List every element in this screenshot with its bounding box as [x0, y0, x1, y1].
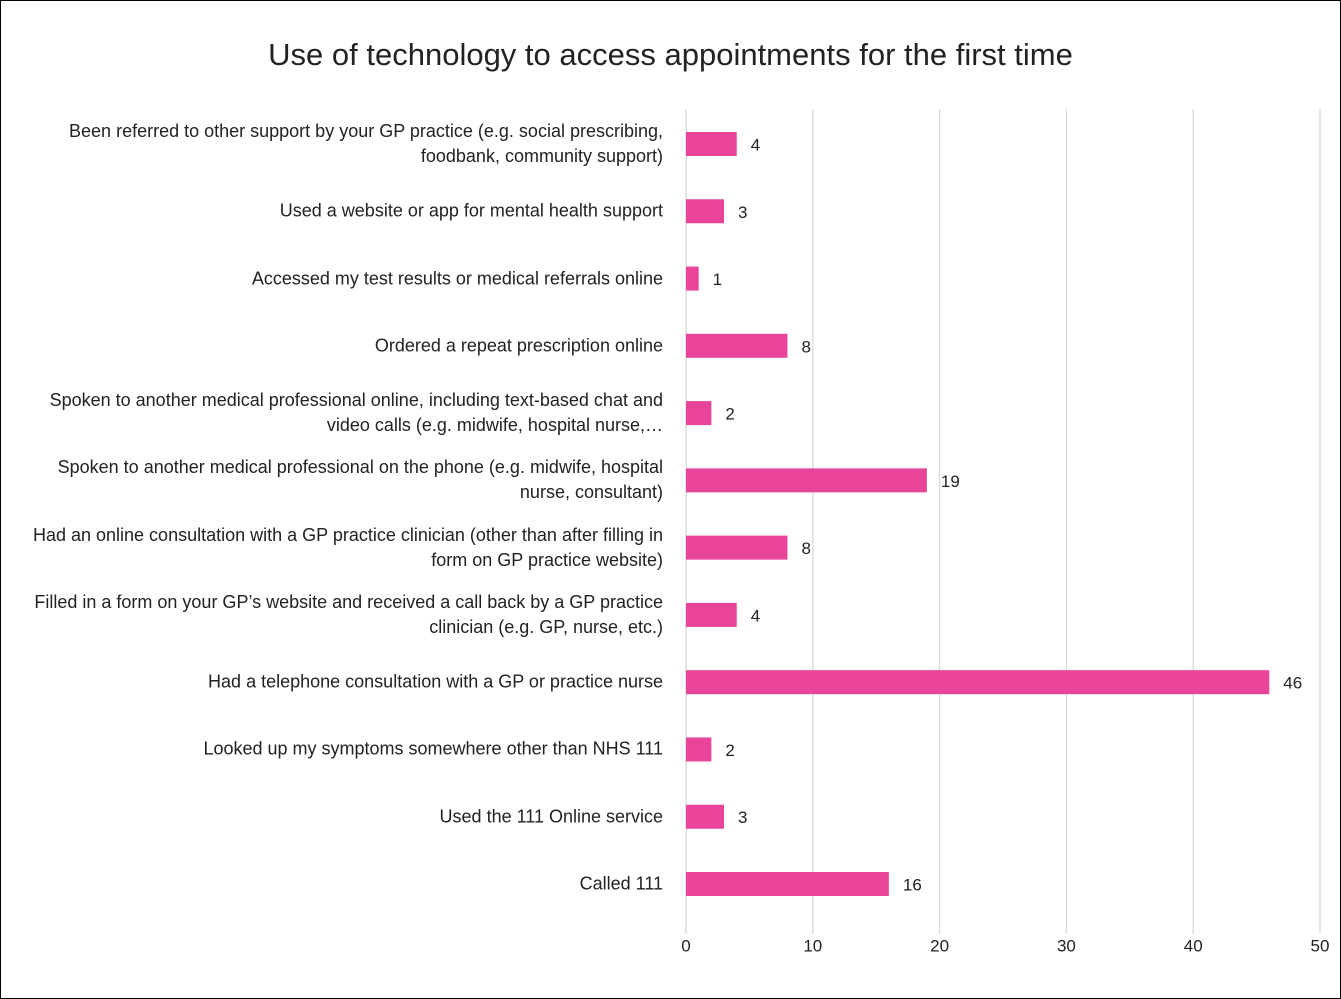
- bar: [686, 602, 737, 627]
- bar: [686, 333, 788, 358]
- bar: [686, 804, 725, 829]
- bar: [686, 670, 1270, 695]
- x-tick-label: 20: [930, 936, 949, 955]
- chart-title: Use of technology to access appointments…: [268, 37, 1073, 72]
- value-label: 4: [751, 606, 760, 625]
- x-tick-label: 50: [1311, 936, 1330, 955]
- bar: [686, 872, 889, 896]
- value-label: 8: [801, 539, 810, 558]
- value-label: 4: [751, 135, 760, 154]
- category-label: Ordered a repeat prescription online: [374, 335, 663, 356]
- category-label: Accessed my test results or medical refe…: [251, 268, 663, 289]
- value-label: 3: [738, 808, 747, 827]
- value-label: 3: [738, 203, 747, 222]
- category-label: Had an online consultation with a GP pra…: [32, 524, 663, 570]
- value-label: 16: [903, 875, 922, 894]
- value-label: 2: [725, 741, 734, 760]
- value-label: 46: [1283, 674, 1302, 693]
- value-label: 8: [801, 337, 810, 356]
- x-tick-label: 40: [1184, 936, 1203, 955]
- category-label: Used the 111 Online service: [439, 806, 663, 827]
- bar: [686, 468, 927, 493]
- value-label: 2: [725, 405, 734, 424]
- value-label: 1: [713, 270, 722, 289]
- category-label: Looked up my symptoms somewhere other th…: [203, 738, 663, 759]
- x-tick-label: 0: [681, 936, 690, 955]
- bar: [686, 535, 788, 560]
- category-label: Spoken to another medical professional o…: [49, 390, 663, 436]
- category-label: Spoken to another medical professional o…: [57, 457, 663, 503]
- bar: [686, 737, 712, 762]
- category-label: Been referred to other support by your G…: [69, 121, 663, 166]
- x-tick-label: 30: [1057, 936, 1076, 955]
- category-label: Called 111: [579, 873, 663, 894]
- bar: [686, 401, 712, 426]
- bar: [686, 199, 725, 224]
- bar: [686, 266, 699, 291]
- bar: [686, 132, 737, 156]
- category-label: Filled in a form on your GP’s website an…: [34, 591, 663, 637]
- value-label: 19: [941, 472, 960, 491]
- x-tick-label: 10: [803, 936, 822, 955]
- category-label: Used a website or app for mental health …: [279, 200, 663, 221]
- category-label: Had a telephone consultation with a GP o…: [208, 671, 663, 692]
